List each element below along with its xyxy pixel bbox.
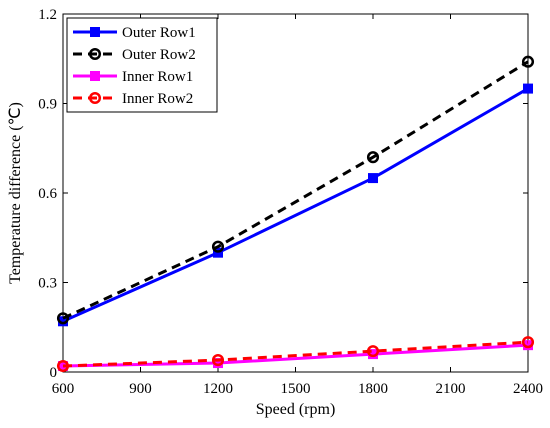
x-tick-label: 900 bbox=[129, 381, 152, 397]
x-tick-label: 2100 bbox=[436, 381, 466, 397]
data-point bbox=[521, 55, 535, 68]
data-point bbox=[56, 312, 70, 325]
series-inner-row2 bbox=[56, 336, 535, 373]
legend-marker bbox=[88, 47, 102, 61]
data-point bbox=[366, 345, 380, 358]
data-point bbox=[523, 83, 533, 94]
series-outer-row2 bbox=[56, 55, 535, 325]
series-line bbox=[62, 340, 529, 368]
y-tick-label: 0 bbox=[50, 365, 58, 381]
y-axis-label: Temperature difference (℃) bbox=[7, 102, 24, 284]
series-layer bbox=[56, 55, 535, 373]
series-line bbox=[62, 60, 529, 320]
legend-label: Inner Row2 bbox=[122, 91, 193, 107]
legend: Outer Row1 Outer Row2 Inner Row1 Inner Row2 bbox=[66, 17, 218, 113]
legend-item: Inner Row1 bbox=[73, 69, 193, 85]
legend-label: Outer Row2 bbox=[122, 47, 196, 63]
legend-item: Outer Row1 bbox=[73, 25, 196, 41]
legend-marker bbox=[88, 91, 102, 105]
legend-marker bbox=[90, 27, 100, 37]
x-tick-label: 600 bbox=[52, 381, 75, 397]
x-tick-label: 1500 bbox=[281, 381, 311, 397]
y-tick-label: 0.9 bbox=[38, 97, 57, 113]
x-tick-label: 1200 bbox=[203, 381, 233, 397]
y-tick-label: 1.2 bbox=[38, 7, 57, 23]
y-tick-label: 0.6 bbox=[38, 186, 57, 202]
legend-label: Outer Row1 bbox=[122, 25, 196, 41]
data-point bbox=[521, 336, 535, 349]
y-tick-label: 0.3 bbox=[38, 276, 57, 292]
legend-marker bbox=[90, 71, 100, 81]
data-point bbox=[211, 354, 225, 367]
x-axis-label: Speed (rpm) bbox=[256, 401, 336, 418]
data-point bbox=[366, 151, 380, 164]
data-point bbox=[56, 359, 70, 373]
plot-area: 600 900 1200 1500 1800 2100 2400 0 0.3 0.6 0.9 1.2… bbox=[38, 7, 543, 397]
series-line bbox=[62, 87, 529, 323]
legend-item: Outer Row2 bbox=[73, 47, 196, 63]
data-point bbox=[211, 240, 225, 253]
x-tick-label: 1800 bbox=[358, 381, 388, 397]
y-axis: 0 0.3 0.6 0.9 1.2 bbox=[38, 7, 528, 381]
data-point bbox=[368, 173, 378, 184]
x-axis: 600 900 1200 1500 1800 2100 2400 bbox=[52, 14, 543, 397]
legend-item: Inner Row2 bbox=[73, 91, 193, 107]
legend-label: Inner Row1 bbox=[122, 69, 193, 85]
x-tick-label: 2400 bbox=[513, 381, 543, 397]
